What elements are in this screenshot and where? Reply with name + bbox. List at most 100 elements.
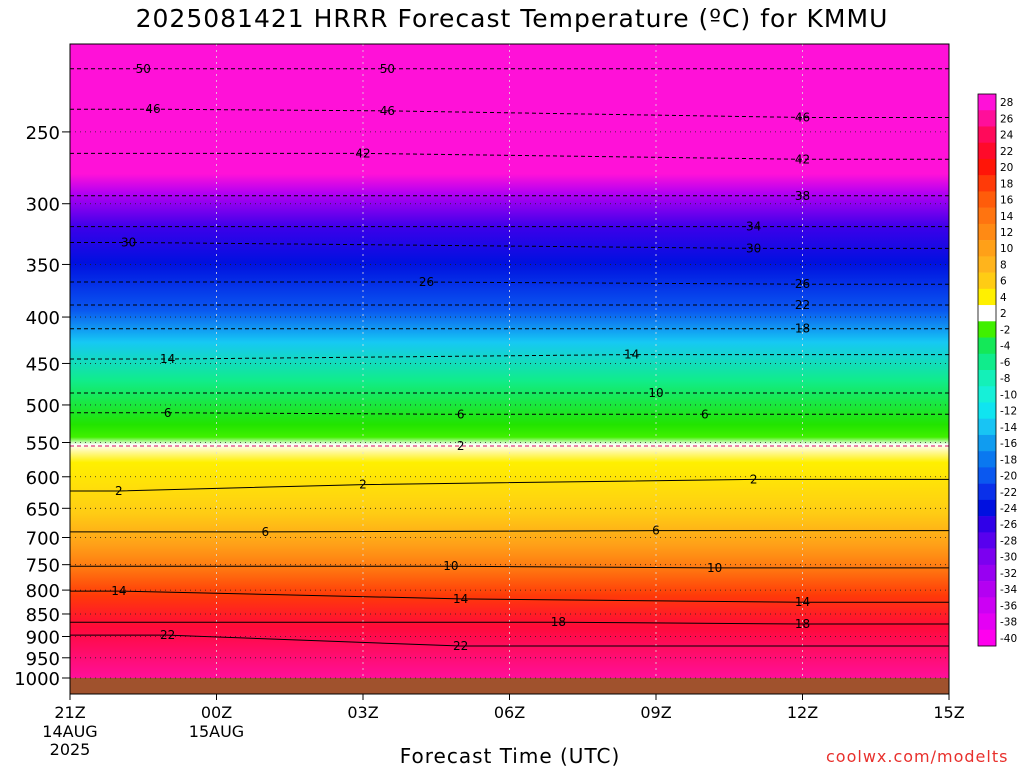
y-tick-label: 550	[26, 433, 60, 454]
colorbar-swatch	[978, 613, 996, 631]
contour-label: 22	[795, 298, 810, 312]
colorbar-label: -16	[1000, 438, 1017, 450]
colorbar-swatch	[978, 386, 996, 403]
contour-label: 26	[419, 275, 434, 289]
colorbar-label: 2	[1000, 308, 1007, 320]
colorbar-label: 14	[1000, 211, 1014, 223]
contour-label: 6	[262, 525, 270, 539]
isotherm-10	[70, 565, 949, 569]
colorbar-swatch	[978, 110, 996, 127]
contour-label: 2	[359, 478, 367, 492]
contour-label: 46	[795, 110, 810, 124]
contour-label: 26	[795, 277, 810, 291]
y-tick-label: 350	[26, 255, 60, 276]
colorbar-label: -14	[1000, 422, 1017, 434]
x-tick-label: 21Z	[54, 703, 85, 722]
y-tick-label: 500	[26, 396, 60, 417]
colorbar-label: -32	[1000, 568, 1017, 580]
colorbar-label: -22	[1000, 487, 1017, 499]
contour-label: 14	[160, 352, 175, 366]
contour-label: 30	[121, 235, 136, 249]
isotherm-6	[70, 530, 949, 533]
colorbar-swatch	[978, 305, 996, 322]
colorbar-label: -24	[1000, 503, 1017, 515]
y-tick-label: 450	[26, 354, 60, 375]
colorbar-swatch	[978, 240, 996, 257]
contour-label: 42	[355, 146, 370, 160]
y-tick-label: 400	[26, 308, 60, 329]
contour-label: 38	[795, 189, 810, 203]
colorbar-label: 20	[1000, 162, 1013, 174]
colorbar-label: 26	[1000, 113, 1014, 125]
colorbar-label: 18	[1000, 178, 1013, 190]
contour-label: 2	[457, 439, 465, 453]
y-tick-label: 900	[26, 627, 60, 648]
colorbar-label: -28	[1000, 535, 1017, 547]
colorbar-swatch	[978, 142, 996, 160]
colorbar-swatch	[978, 175, 996, 192]
colorbar-label: -20	[1000, 471, 1017, 483]
y-tick-label: 650	[26, 499, 60, 520]
contour-label: 18	[795, 322, 810, 336]
colorbar-label: -38	[1000, 617, 1017, 629]
colorbar-label: 6	[1000, 276, 1007, 288]
isotherm--46	[70, 108, 949, 118]
colorbar-swatch	[978, 321, 996, 338]
colorbar-swatch	[978, 402, 996, 420]
contour-label: 6	[457, 407, 465, 421]
contour-label: 14	[453, 592, 468, 606]
colorbar-swatch	[978, 467, 996, 484]
isotherm--6	[70, 412, 949, 415]
colorbar-swatch	[978, 158, 996, 176]
colorbar-label: 10	[1000, 243, 1013, 255]
contour-label: 10	[707, 561, 722, 575]
contour-label: 6	[701, 407, 709, 421]
x-tick-label: 12Z	[787, 703, 818, 722]
colorbar-swatch	[978, 223, 996, 241]
colorbar-swatch	[978, 207, 996, 225]
colorbar-label: -12	[1000, 406, 1017, 418]
contour-label: 30	[746, 241, 761, 255]
contour-label: 50	[380, 62, 395, 76]
colorbar-swatch	[978, 272, 996, 290]
contour-label: 10	[443, 559, 458, 573]
temperature-field	[70, 44, 949, 678]
y-tick-label: 600	[26, 468, 60, 489]
x-tick-label: 09Z	[640, 703, 671, 722]
x-axis-label: Forecast Time (UTC)	[399, 744, 621, 768]
colorbar-swatch	[978, 629, 996, 647]
colorbar-swatch	[978, 288, 996, 306]
y-tick-label: 700	[26, 528, 60, 549]
x-tick-sublabel: 14AUG	[42, 722, 97, 741]
colorbar-swatch	[978, 353, 996, 371]
contour-label: 46	[380, 104, 395, 118]
colorbar-swatch	[978, 418, 996, 436]
colorbar-swatch	[978, 256, 996, 273]
isotherm--14	[70, 354, 949, 360]
colorbar-label: 24	[1000, 130, 1014, 142]
isotherm--26	[70, 281, 949, 285]
x-tick-label: 03Z	[347, 703, 378, 722]
x-tick-label: 15Z	[933, 703, 964, 722]
colorbar-swatch	[978, 564, 996, 582]
colorbar-label: -26	[1000, 519, 1017, 531]
colorbar-label: -4	[1000, 341, 1011, 353]
y-tick-label: 300	[26, 195, 60, 216]
contour-label: 50	[136, 62, 151, 76]
x-tick-label: 00Z	[201, 703, 232, 722]
colorbar-swatch	[978, 191, 996, 208]
contour-label: 42	[795, 152, 810, 166]
colorbar-label: -2	[1000, 324, 1010, 336]
colorbar-label: -40	[1000, 633, 1017, 645]
y-tick-label: 800	[26, 581, 60, 602]
contour-label: 6	[652, 524, 660, 538]
ground-surface	[70, 678, 949, 694]
colorbar-frame	[977, 93, 997, 647]
isotherm-2	[70, 478, 949, 492]
colorbar-swatch	[978, 532, 996, 549]
colorbar-swatch	[978, 126, 996, 144]
colorbar-label: -8	[1000, 373, 1010, 385]
isotherm-18	[70, 621, 949, 625]
colorbar-label: 8	[1000, 259, 1007, 271]
